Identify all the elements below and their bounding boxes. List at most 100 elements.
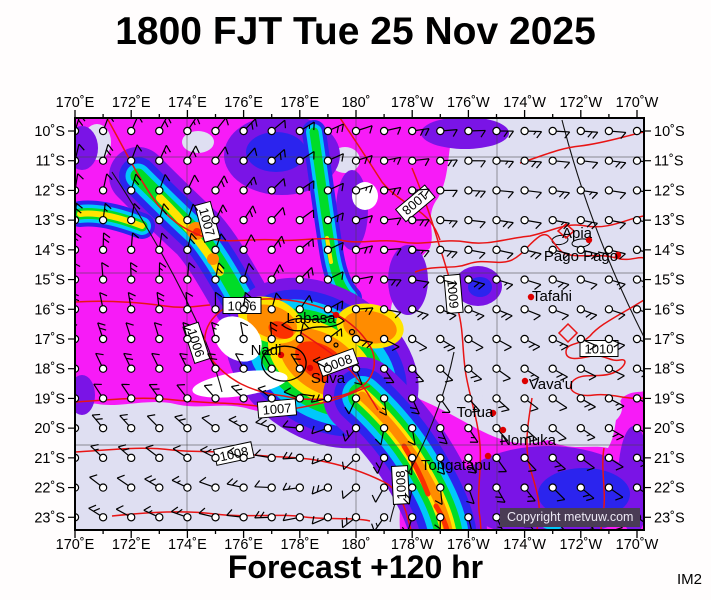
wind-barb [632,483,642,492]
wind-barb [295,334,304,344]
wind-barb [408,364,417,373]
lon-label: 172˚E [112,537,151,553]
wind-barb [183,334,192,344]
wind-barb [126,186,136,195]
wind-barb [436,305,445,314]
lon-label: 170˚E [56,95,95,111]
wind-barb [211,245,220,255]
wind-barb [126,513,136,522]
wind-barb [155,215,164,225]
lon-label: 176˚W [447,537,490,553]
lat-label: 20˚S [654,421,685,437]
wind-barb [295,423,304,433]
wind-barb [492,453,501,463]
wind-barb [267,215,276,225]
wind-barb [211,394,220,403]
wind-barb [548,156,557,165]
wind-barb [436,453,445,463]
wind-barb [604,245,614,255]
wind-barb [408,215,417,225]
wind-barb [436,423,445,433]
wind-barb [267,305,276,314]
wind-barb [155,275,164,284]
wind-barb [379,156,389,165]
wind-barb [98,334,108,344]
wind-barb [436,156,445,165]
wind-barb [126,305,136,314]
lat-label: 14˚S [654,243,685,259]
wind-barb [520,215,529,225]
wind-barb [98,364,108,373]
city-dot [521,377,529,385]
wind-barb [492,394,501,403]
lon-label: 178˚E [280,537,319,553]
wind-barb [379,186,389,195]
wind-barb [464,394,473,403]
wind-barb [295,186,304,195]
wind-barb [632,394,642,403]
isobar-label: 1009 [443,273,464,315]
wind-barb [576,245,586,255]
wind-barb [408,513,417,522]
city-label: Vava'u [529,376,573,393]
wind-barb [520,364,529,373]
wind-barb [492,305,501,314]
wind-barb [239,305,248,314]
wind-barb [323,513,333,522]
wind-barb [155,394,164,403]
wind-barb [351,453,361,463]
wind-barb [155,483,164,492]
wind-barb [155,364,164,373]
wind-barb [239,364,248,373]
lon-label: 172˚W [559,537,602,553]
wind-barb [183,513,192,522]
lon-label: 178˚W [391,537,434,553]
page-title: 1800 FJT Tue 25 Nov 2025 [115,10,596,53]
wind-barb [126,245,136,255]
lon-label: 172˚W [559,95,602,111]
wind-barb [408,394,417,403]
wind-barb [492,364,501,373]
wind-barb [323,483,333,492]
city-dot [585,236,593,244]
wind-barb [211,305,220,314]
wind-barb [632,126,642,136]
wind-barb [183,215,192,225]
wind-barb [520,126,529,136]
wind-barb [267,513,276,522]
wind-barb [548,275,557,284]
city-label: Tafahi [532,288,572,305]
wind-barb [351,483,361,492]
wind-barb [604,394,614,403]
lat-label: 14˚S [34,243,65,259]
wind-barb [295,483,304,492]
wind-barb [211,513,220,522]
wind-barb [548,394,557,403]
lat-label: 17˚S [654,332,685,348]
wind-barb [323,245,333,255]
wind-barb [379,126,389,136]
wind-barb [126,275,136,284]
wind-barb [436,513,445,522]
wind-barb [183,364,192,373]
wind-barb [436,126,445,136]
wind-barb [548,334,557,344]
wind-barb [436,334,445,344]
wind-barb [183,186,192,195]
lat-label: 17˚S [34,332,65,348]
wind-barb [183,394,192,403]
wind-barb [548,305,557,314]
svg-text:1007: 1007 [196,206,218,238]
wind-barb [267,186,276,195]
wind-barb [379,245,389,255]
wind-barb [126,334,136,344]
lon-label: 176˚W [447,95,490,111]
wind-barb [239,186,248,195]
wind-barb [408,275,417,284]
wind-barb [126,156,136,165]
wind-barb [464,453,473,463]
wind-barb [436,364,445,373]
